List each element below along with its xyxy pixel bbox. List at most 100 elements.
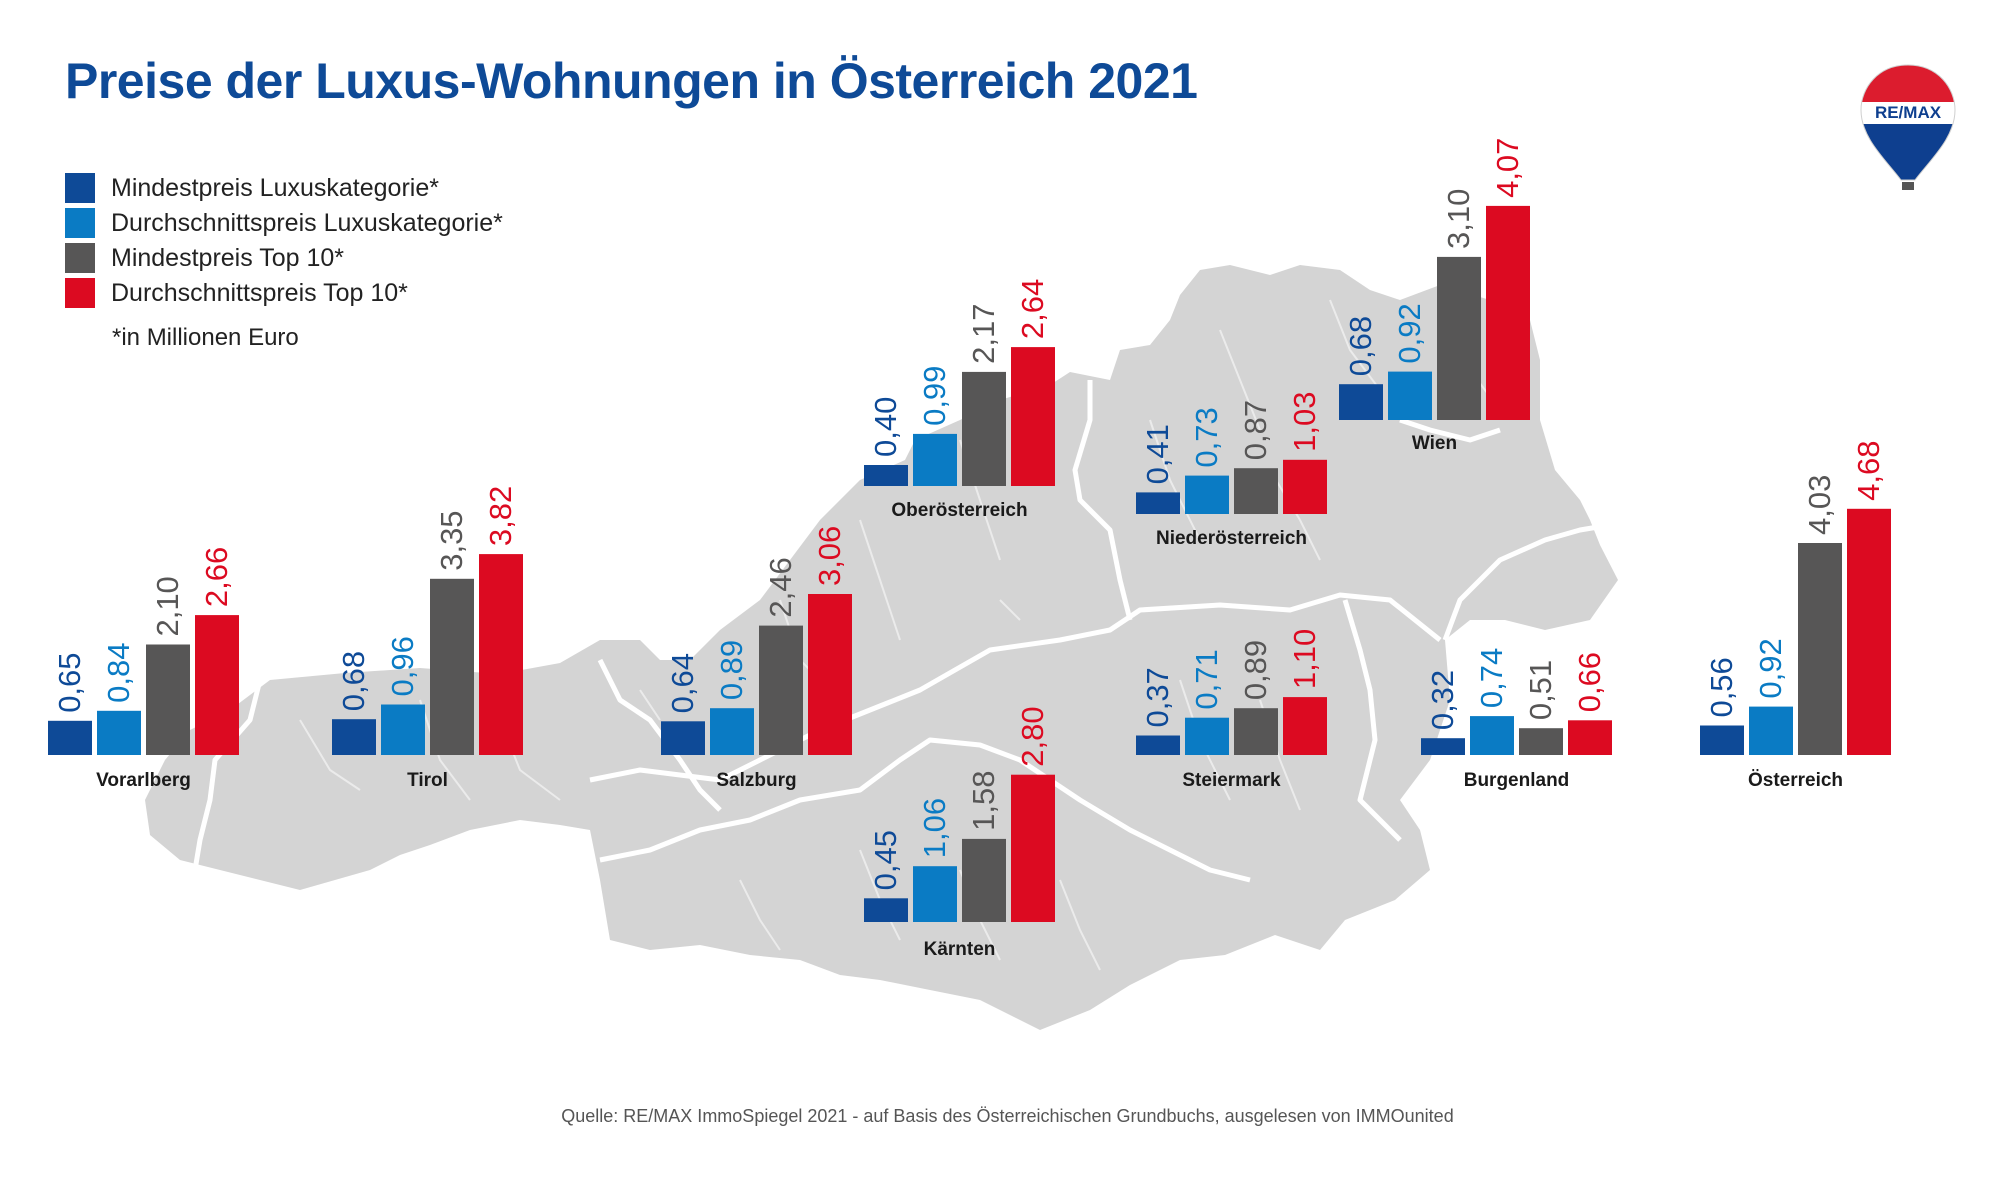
bar bbox=[1339, 384, 1383, 420]
bar bbox=[1847, 508, 1891, 755]
data-label: 1,03 bbox=[1287, 391, 1322, 451]
data-label: 0,56 bbox=[1704, 657, 1739, 717]
data-label: 0,73 bbox=[1189, 407, 1224, 467]
bar bbox=[1185, 717, 1229, 755]
data-label: 3,82 bbox=[483, 486, 518, 546]
region-label: Oberösterreich bbox=[891, 500, 1027, 521]
legend-swatch bbox=[65, 208, 95, 238]
border-burgenland bbox=[1442, 522, 1611, 641]
bar-group-karnten: 0,45 1,06 1,58 2,80 Kärnten bbox=[864, 706, 1055, 960]
bar bbox=[1283, 697, 1327, 755]
bar-group-burgenland: 0,32 0,74 0,51 0,66 Burgenland bbox=[1421, 648, 1612, 791]
bar bbox=[97, 710, 141, 755]
data-label: 0,84 bbox=[101, 642, 136, 702]
bar bbox=[1421, 738, 1465, 755]
bar bbox=[1519, 728, 1563, 755]
data-label: 0,99 bbox=[917, 366, 952, 426]
bar bbox=[1749, 706, 1793, 755]
legend-item-durchschnitt-luxus: Durchschnittspreis Luxuskategorie* bbox=[65, 207, 503, 239]
data-label: 0,92 bbox=[1753, 638, 1788, 698]
data-label: 3,35 bbox=[434, 510, 469, 570]
border-stmk bbox=[1342, 599, 1402, 842]
data-label: 0,51 bbox=[1523, 660, 1558, 720]
bar bbox=[1798, 543, 1842, 755]
legend-item-mindestpreis-luxus: Mindestpreis Luxuskategorie* bbox=[65, 172, 439, 204]
legend-item-mindestpreis-top10: Mindestpreis Top 10* bbox=[65, 242, 344, 274]
data-label: 0,37 bbox=[1140, 667, 1175, 727]
data-label: 2,66 bbox=[199, 547, 234, 607]
region-label: Kärnten bbox=[924, 939, 996, 960]
data-label: 0,64 bbox=[665, 653, 700, 713]
data-label: 0,32 bbox=[1425, 670, 1460, 730]
data-label: 2,80 bbox=[1015, 706, 1050, 766]
bar bbox=[332, 719, 376, 755]
legend-swatch bbox=[65, 278, 95, 308]
region-label: Niederösterreich bbox=[1156, 528, 1307, 549]
bar-group-salzburg: 0,64 0,89 2,46 3,06 Salzburg bbox=[661, 526, 852, 791]
bar bbox=[1136, 735, 1180, 755]
austria-map-outline bbox=[145, 265, 1618, 1030]
legend-label: Durchschnittspreis Luxuskategorie* bbox=[111, 208, 503, 237]
legend-label: Mindestpreis Luxuskategorie* bbox=[111, 173, 439, 202]
bar bbox=[479, 554, 523, 755]
border-wien bbox=[1399, 417, 1501, 443]
data-label: 3,10 bbox=[1441, 189, 1476, 249]
data-label: 0,71 bbox=[1189, 649, 1224, 709]
data-label: 1,58 bbox=[966, 771, 1001, 831]
data-label: 0,66 bbox=[1572, 652, 1607, 712]
source-note: Quelle: RE/MAX ImmoSpiegel 2021 - auf Ba… bbox=[561, 1106, 1454, 1126]
data-label: 2,64 bbox=[1015, 279, 1050, 339]
legend-swatch bbox=[65, 173, 95, 203]
bar bbox=[1011, 774, 1055, 922]
data-label: 0,74 bbox=[1474, 648, 1509, 708]
unit-note: *in Millionen Euro bbox=[112, 324, 299, 351]
legend-label: Mindestpreis Top 10* bbox=[111, 243, 345, 272]
bar bbox=[913, 866, 957, 922]
region-label: Tirol bbox=[407, 770, 448, 791]
border-vorarlberg-tirol bbox=[192, 679, 263, 871]
legend-swatch bbox=[65, 243, 95, 273]
region-label: Burgenland bbox=[1464, 770, 1570, 791]
data-label: 0,89 bbox=[1238, 640, 1273, 700]
logo-text: RE/MAX bbox=[1875, 103, 1942, 122]
bar-group-osterreich: 0,56 0,92 4,03 4,68 Österreich bbox=[1700, 440, 1891, 791]
bar bbox=[1470, 716, 1514, 755]
bar bbox=[913, 433, 957, 486]
remax-balloon-logo: RE/MAX bbox=[1860, 64, 1956, 190]
data-label: 0,68 bbox=[336, 651, 371, 711]
data-label: 0,68 bbox=[1343, 316, 1378, 376]
bar bbox=[864, 898, 908, 922]
bar bbox=[962, 838, 1006, 922]
bar bbox=[1234, 468, 1278, 514]
region-label: Steiermark bbox=[1182, 770, 1281, 791]
bar-group-oberosterreich: 0,40 0,99 2,17 2,64 Oberösterreich bbox=[864, 279, 1055, 521]
bar bbox=[195, 615, 239, 755]
bar bbox=[661, 721, 705, 755]
bar bbox=[1568, 720, 1612, 755]
data-label: 0,41 bbox=[1140, 424, 1175, 484]
data-label: 4,03 bbox=[1802, 475, 1837, 535]
bar-group-tirol: 0,68 0,96 3,35 3,82 Tirol bbox=[332, 486, 523, 791]
border-kaernten bbox=[599, 737, 1251, 883]
border-central bbox=[589, 592, 1442, 783]
bar bbox=[48, 720, 92, 755]
data-label: 4,07 bbox=[1490, 138, 1525, 198]
bar-group-steiermark: 0,37 0,71 0,89 1,10 Steiermark bbox=[1136, 629, 1327, 791]
bar-group-vorarlberg: 0,65 0,84 2,10 2,66 Vorarlberg bbox=[48, 547, 239, 791]
legend-item-durchschnitt-top10: Durchschnittspreis Top 10* bbox=[65, 277, 408, 309]
region-label: Salzburg bbox=[716, 770, 796, 791]
bar bbox=[1011, 347, 1055, 486]
bar bbox=[1700, 725, 1744, 755]
bar bbox=[1136, 492, 1180, 514]
bar bbox=[146, 644, 190, 755]
region-label: Vorarlberg bbox=[96, 770, 191, 791]
data-label: 4,68 bbox=[1851, 440, 1886, 500]
data-label: 1,06 bbox=[917, 798, 952, 858]
bar bbox=[962, 371, 1006, 486]
data-label: 0,45 bbox=[868, 830, 903, 890]
bar bbox=[1388, 371, 1432, 420]
data-label: 0,87 bbox=[1238, 400, 1273, 460]
border-noe bbox=[1072, 380, 1133, 621]
bar bbox=[1437, 256, 1481, 420]
